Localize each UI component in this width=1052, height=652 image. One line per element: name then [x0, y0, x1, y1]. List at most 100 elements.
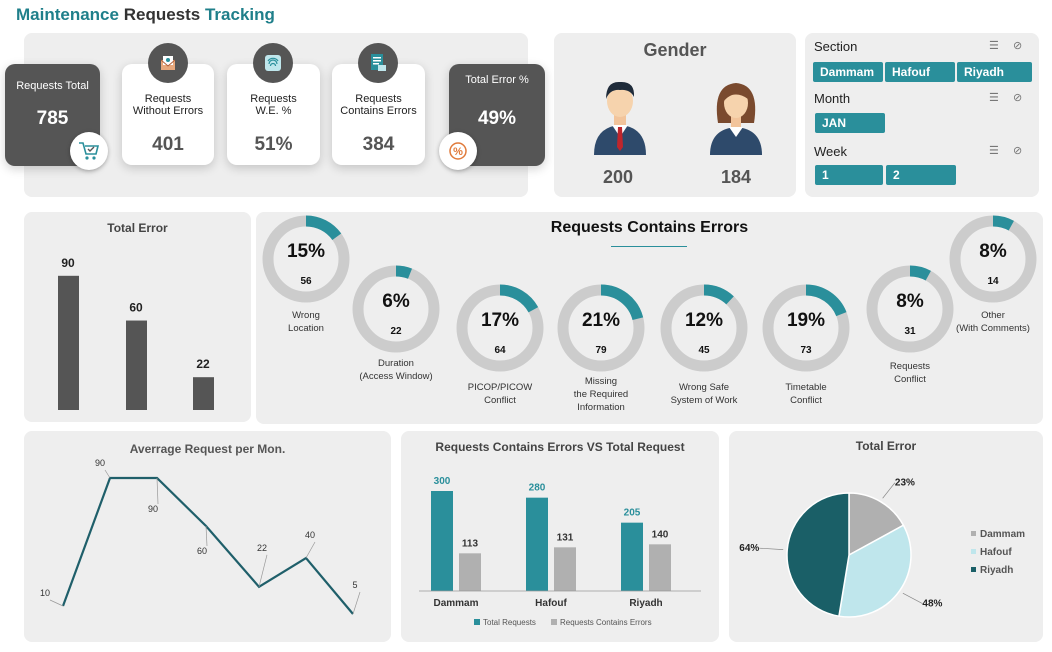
- donut-category-label: Conflict: [790, 395, 822, 406]
- clear-filter-icon[interactable]: ⊘: [1013, 92, 1023, 104]
- kpi-label-line2: Without Errors: [132, 105, 204, 117]
- x-tick-label: Dammam: [433, 598, 478, 609]
- chart-title: Requests Contains Errors: [550, 219, 749, 236]
- bar: [193, 377, 214, 410]
- donut-category-label: Timetable: [785, 382, 826, 393]
- kpi-value: 785: [36, 108, 69, 129]
- data-label-leader: [305, 541, 316, 559]
- section-slicer-title: Section: [814, 39, 858, 54]
- donut-slice: [762, 284, 850, 372]
- data-label-leader: [205, 525, 208, 547]
- pie-percent-label: 48%: [922, 599, 942, 610]
- donut-percent: 8%: [896, 291, 924, 312]
- legend-swatch: [551, 619, 557, 625]
- donut-percent: 6%: [382, 291, 410, 312]
- slicer-item-riyadh[interactable]: Riyadh: [957, 62, 1032, 82]
- bar-value-label: 300: [434, 476, 451, 487]
- pie-slice: [786, 492, 850, 618]
- multiselect-icon[interactable]: ☰: [989, 145, 999, 157]
- data-label: 40: [305, 530, 315, 540]
- bar: [58, 275, 79, 410]
- kpi-value: 49%: [477, 108, 517, 129]
- bar: [554, 547, 576, 591]
- donut-category-label: Wrong: [292, 310, 320, 321]
- donut-percent: 12%: [685, 310, 723, 331]
- kpi-label: Total Error %: [465, 74, 529, 86]
- kpi-label-line1: Requests: [250, 93, 297, 105]
- legend-label: Requests Contains Errors: [560, 618, 652, 627]
- donut-slice: [949, 215, 1037, 303]
- title-underline: [611, 246, 687, 247]
- slicer-item-week-2[interactable]: 2: [886, 165, 956, 185]
- bar: [126, 320, 147, 410]
- clear-filter-icon[interactable]: ⊘: [1013, 145, 1023, 157]
- total-error-bar-chart: 90 60 22: [58, 256, 214, 410]
- pie-slice: [838, 524, 912, 618]
- slicer-item-jan[interactable]: JAN: [815, 113, 885, 133]
- page-title: Maintenance Requests Tracking: [16, 5, 275, 25]
- donut-category-label: Duration: [378, 358, 414, 369]
- donut-category-label: the Required: [574, 389, 628, 400]
- pie-percent-label: 23%: [895, 478, 915, 489]
- pie-slice: [848, 492, 905, 557]
- bar-value-label: 60: [129, 301, 143, 315]
- female-avatar-icon: [710, 83, 762, 155]
- donut-category-label: Requests: [890, 361, 930, 372]
- clear-filter-icon[interactable]: ⊘: [1013, 40, 1023, 52]
- slicer-item-week-1[interactable]: 1: [815, 165, 883, 185]
- donut-category-label: System of Work: [671, 395, 738, 406]
- data-label-leader: [258, 554, 268, 587]
- donut-category-label: Information: [577, 402, 625, 413]
- slicer-item-dammam[interactable]: Dammam: [813, 62, 883, 82]
- donut-category-label: (With Comments): [956, 323, 1030, 334]
- multiselect-icon[interactable]: ☰: [989, 40, 999, 52]
- bar-value-label: 280: [529, 483, 546, 494]
- chart-title: Requests Contains Errors VS Total Reques…: [435, 440, 685, 454]
- slicers-panel: Section ☰ ⊘ Dammam Hafouf Riyadh Month ☰…: [805, 33, 1039, 197]
- multiselect-icon[interactable]: ☰: [989, 92, 999, 104]
- legend-swatch: [971, 549, 976, 554]
- title-word-1: Maintenance: [16, 5, 119, 24]
- bar-value-label: 90: [61, 256, 75, 270]
- donut-slice: [866, 265, 954, 353]
- donut-count: 56: [300, 276, 312, 287]
- chart-title: Averrage Request per Mon.: [129, 442, 286, 456]
- donut-count: 73: [800, 345, 812, 356]
- data-label-leader: [156, 477, 159, 505]
- legend-swatch: [474, 619, 480, 625]
- bar: [431, 491, 453, 591]
- month-slicer-title: Month: [814, 91, 851, 106]
- gender-panel: Gender 200 184: [554, 33, 796, 197]
- data-label-leader: [352, 591, 361, 615]
- male-avatar-icon: [594, 81, 646, 155]
- donut-percent: 17%: [481, 310, 519, 331]
- errors-donut-chart: 15% 56 Wrong Location 6% 22 Duration (Access Wi…: [262, 215, 1037, 413]
- kpi-label-line2: Contains Errors: [340, 105, 417, 117]
- bar-value-label: 140: [652, 529, 669, 540]
- chart-title: Total Error: [855, 439, 917, 453]
- kpi-label-line2: W.E. %: [255, 105, 292, 117]
- kpi-value: 384: [362, 134, 395, 155]
- errors-donut-panel: Requests Contains Errors 15% 56 Wrong Locat…: [256, 212, 1043, 424]
- data-label-leader: [104, 469, 111, 479]
- document-icon: [358, 43, 398, 83]
- legend-swatch: [971, 567, 976, 572]
- pie-percent-label: 64%: [739, 543, 759, 554]
- percent-icon: %: [439, 132, 477, 170]
- donut-percent: 15%: [287, 241, 325, 262]
- donut-count: 31: [904, 326, 916, 337]
- donut-count: 14: [987, 276, 999, 287]
- data-label: 22: [257, 543, 267, 553]
- kpi-label-line1: Requests: [144, 93, 192, 105]
- total-error-pie-chart: 23% 48% 64% Dammam Hafouf Riyadh: [739, 478, 1025, 618]
- slicer-item-hafouf[interactable]: Hafouf: [885, 62, 955, 82]
- donut-count: 45: [698, 345, 710, 356]
- donut-slice: [352, 265, 440, 353]
- donut-category-label: Location: [288, 323, 324, 334]
- total-error-pie-panel: Total Error 23% 48% 64% Dammam Hafouf Riyadh: [729, 431, 1043, 642]
- donut-slice: [557, 284, 645, 372]
- avg-request-line-chart: 10 90 90 60 22 40 5: [40, 458, 361, 615]
- data-label: 60: [197, 546, 207, 556]
- donut-percent: 21%: [582, 310, 620, 331]
- donut-category-label: Other: [981, 310, 1005, 321]
